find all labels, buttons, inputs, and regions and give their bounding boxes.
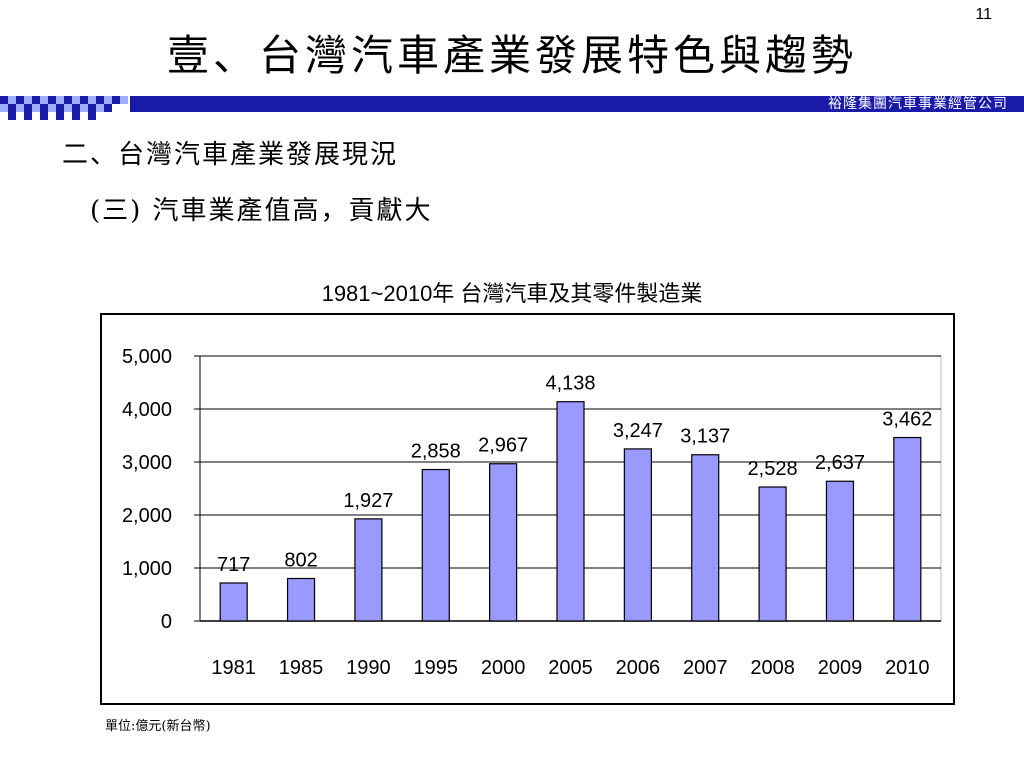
- bar: [758, 486, 787, 622]
- bar: [556, 401, 585, 622]
- x-tick-label: 2009: [818, 657, 863, 679]
- y-tick-label: 1,000: [122, 558, 172, 580]
- data-label: 2,967: [478, 435, 528, 457]
- data-label: 802: [284, 549, 317, 571]
- data-label: 717: [217, 554, 250, 576]
- chart-frame: [100, 313, 955, 705]
- data-label: 3,137: [680, 426, 730, 448]
- bar: [825, 480, 855, 622]
- bar: [691, 454, 720, 622]
- x-tick-label: 2008: [750, 657, 795, 679]
- x-tick-label: 1981: [211, 657, 256, 679]
- x-tick-label: 1995: [414, 657, 459, 679]
- y-tick-label: 3,000: [122, 452, 172, 474]
- bar: [421, 468, 450, 622]
- sub-heading: (三) 汽車業產值高，貢獻大: [90, 196, 433, 226]
- x-tick-label: 1985: [279, 657, 324, 679]
- y-tick-label: 0: [161, 611, 172, 633]
- bar: [354, 518, 383, 622]
- bar: [286, 577, 316, 622]
- data-label: 4,138: [545, 373, 595, 395]
- company-name: 裕隆集團汽車事業經管公司: [828, 96, 1008, 112]
- banner-stripe: 裕隆集團汽車事業經管公司: [130, 96, 1024, 112]
- x-tick-label: 1990: [346, 657, 391, 679]
- data-label: 2,528: [748, 458, 798, 480]
- bar: [893, 436, 922, 622]
- x-tick-label: 2006: [616, 657, 661, 679]
- page-title: 壹、台灣汽車產業發展特色與趨勢: [166, 31, 857, 80]
- data-label: 2,858: [411, 441, 461, 463]
- data-label: 3,247: [613, 420, 663, 442]
- data-label: 3,462: [882, 409, 932, 431]
- bar: [623, 448, 652, 622]
- data-label: 2,637: [815, 452, 865, 474]
- bar: [219, 582, 248, 622]
- x-tick-label: 2000: [481, 657, 526, 679]
- chart-title-text: 1981~2010年 台灣汽車及其零件製造業: [321, 281, 703, 306]
- chart-title: 1981~2010年 台灣汽車及其零件製造業: [0, 276, 1024, 308]
- page-number: 11: [975, 6, 992, 23]
- x-tick-label: 2010: [885, 657, 930, 679]
- section-heading: 二、台灣汽車產業發展現況: [62, 140, 399, 170]
- x-tick-label: 2007: [683, 657, 728, 679]
- y-tick-label: 5,000: [122, 346, 172, 368]
- header-banner: 裕隆集團汽車事業經管公司: [0, 96, 1024, 120]
- x-tick-label: 2005: [548, 657, 593, 679]
- y-tick-label: 2,000: [122, 505, 172, 527]
- bar: [489, 463, 518, 622]
- banner-squares-decoration: [0, 96, 130, 120]
- unit-note: 單位:億元(新台幣): [105, 719, 211, 734]
- bar-chart: 0 1,000 2,000 3,000 4,000 5,000 717 1981 802 1985…: [122, 346, 942, 679]
- y-tick-label: 4,000: [122, 399, 172, 421]
- data-label: 1,927: [343, 490, 393, 512]
